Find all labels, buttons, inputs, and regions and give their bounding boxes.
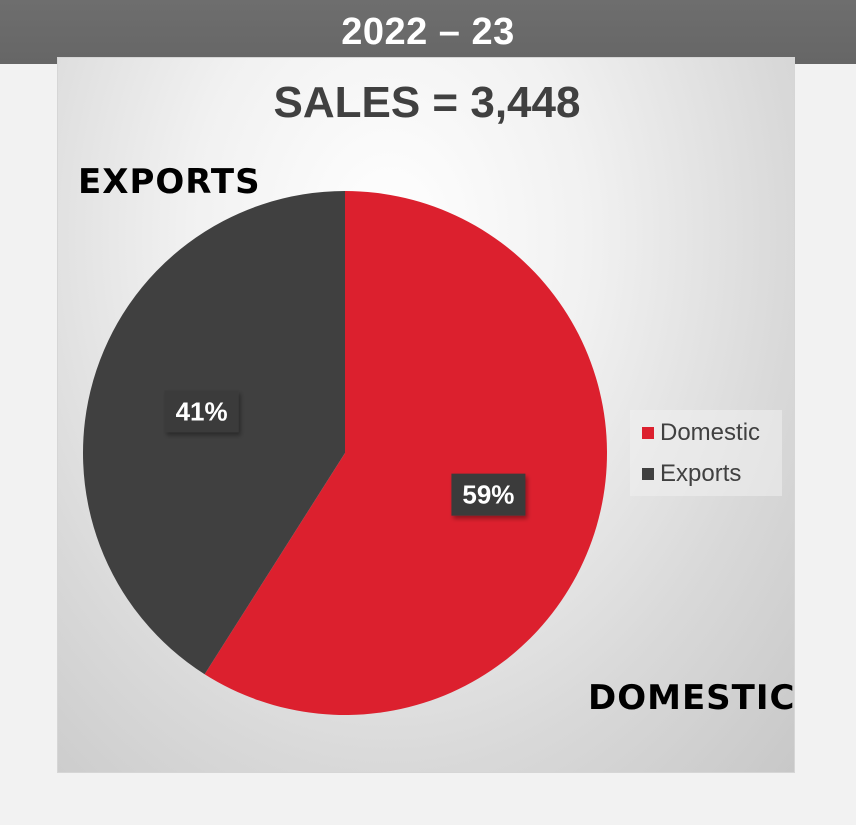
data-label-text: 41% [176,396,228,426]
pie-slice-domestic [204,191,607,715]
domestic-callout: DOMESTIC [588,678,796,718]
legend-label-domestic: Domestic [660,419,761,446]
legend-item-domestic: Domestic [642,419,760,447]
year-header-bar: 2022 – 23 [0,0,856,64]
chart-legend: Domestic Exports [630,410,782,496]
data-label-domestic: 59% [451,473,526,516]
legend-swatch-exports [642,468,654,480]
pie-slice-exports [82,191,345,675]
year-label: 2022 – 23 [341,10,515,53]
chart-panel: SALES = 3,448 59% 41% EXPORTS DOMESTIC Do… [57,57,795,773]
data-label-box [451,473,526,516]
chart-title: SALES = 3,448 [273,78,581,127]
data-label-text: 59% [462,480,514,510]
legend-swatch-domestic [642,427,654,439]
data-label-exports: 41% [164,390,239,433]
data-label-box [164,390,239,433]
legend-item-exports: Exports [642,460,741,488]
exports-callout: EXPORTS [78,162,261,202]
pie-chart: 59% 41% [82,191,607,715]
legend-label-exports: Exports [660,460,742,487]
